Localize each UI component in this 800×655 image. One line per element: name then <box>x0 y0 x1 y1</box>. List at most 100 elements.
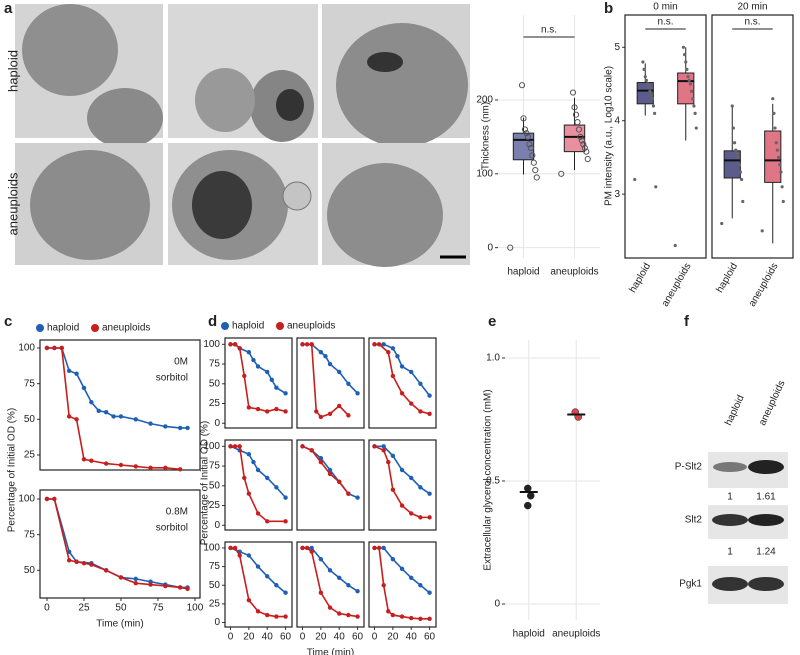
data-point <box>427 411 432 416</box>
data-point <box>177 467 183 472</box>
data-point <box>309 549 314 554</box>
data-point <box>242 475 247 481</box>
data-point <box>228 342 233 347</box>
data-point <box>274 385 279 390</box>
row-label: haploid <box>5 50 20 92</box>
data-point <box>346 583 351 588</box>
data-point <box>163 465 168 471</box>
lane-label: aneuploids <box>757 379 787 427</box>
data-point <box>304 545 310 551</box>
legend-label: aneuploids <box>287 321 335 332</box>
data-point <box>581 144 588 152</box>
data-point <box>418 409 423 414</box>
data-point <box>274 406 279 412</box>
significance: n.s. <box>744 17 760 28</box>
data-point <box>771 97 775 101</box>
data-point <box>323 353 328 359</box>
data-point <box>255 609 261 614</box>
band <box>712 514 748 526</box>
panel-label: f <box>684 313 690 330</box>
panel-label: e <box>488 313 496 330</box>
y-tick-label: 4 <box>614 115 620 126</box>
data-point <box>427 393 432 398</box>
data-point <box>327 471 333 477</box>
data-point <box>372 444 377 449</box>
data-point <box>283 614 288 619</box>
data-point <box>775 148 780 152</box>
legend-label: haploid <box>232 321 264 332</box>
data-point <box>103 568 109 573</box>
data-point <box>386 609 391 614</box>
data-point <box>246 597 252 603</box>
data-point <box>133 580 138 586</box>
data-point <box>274 485 279 490</box>
data-point <box>643 75 647 79</box>
y-tick-label: 100 <box>203 543 220 554</box>
data-point <box>399 364 405 369</box>
data-point <box>337 611 342 616</box>
data-point <box>327 411 333 416</box>
micrographs: haploid aneuploids <box>5 4 470 267</box>
data-point <box>246 452 252 457</box>
data-point <box>381 545 386 551</box>
data-point <box>81 457 87 462</box>
data-point <box>163 424 168 429</box>
annotation: 0.8M <box>166 507 188 518</box>
data-point <box>265 475 270 481</box>
data-point <box>355 589 360 594</box>
data-point <box>741 199 745 204</box>
x-tick-label: 20 <box>387 632 399 643</box>
y-tick-label: 100 <box>476 168 493 179</box>
data-point <box>399 566 405 572</box>
data-point <box>246 553 252 558</box>
bud <box>282 181 312 211</box>
series-line <box>374 343 430 415</box>
y-tick-label: 0 <box>214 418 220 429</box>
panel-label: c <box>4 313 12 330</box>
data-point <box>418 485 423 490</box>
data-point <box>774 141 778 145</box>
data-point <box>103 461 109 466</box>
data-point <box>96 408 101 413</box>
data-point <box>283 590 288 595</box>
data-point <box>232 545 238 551</box>
data-point <box>232 444 238 449</box>
data-point <box>399 391 405 396</box>
y-tick-label: 50 <box>209 480 221 491</box>
western-blot: haploid aneuploids P-Slt2 Slt2 Pgk1 1 1.… <box>675 379 788 604</box>
data-point <box>520 115 527 122</box>
data-point <box>346 612 351 618</box>
quantification: 1.61 <box>756 492 776 503</box>
row-label: aneuploids <box>5 172 20 235</box>
data-point <box>111 414 116 419</box>
y-axis-label: Percentage of Initial OD (%) <box>200 421 211 546</box>
cell <box>336 23 468 147</box>
data-point <box>427 616 432 621</box>
data-point <box>246 405 252 410</box>
data-point <box>327 605 333 610</box>
data-point <box>148 465 153 471</box>
data-point <box>265 519 270 524</box>
data-point <box>66 368 72 374</box>
y-tick-label: 75 <box>24 378 36 389</box>
data-point <box>246 350 252 355</box>
data-point <box>346 491 351 496</box>
data-point <box>580 141 587 148</box>
x-axis-label: Time (min) <box>96 619 143 630</box>
data-point <box>390 373 396 379</box>
data-point <box>527 144 534 152</box>
data-point <box>390 453 396 458</box>
data-point <box>185 425 190 431</box>
y-tick-label: 0 <box>494 599 500 610</box>
data-point <box>255 406 261 412</box>
data-point <box>390 346 396 351</box>
plot-frame <box>296 541 365 628</box>
data-point <box>237 444 242 449</box>
plot-frame <box>224 541 293 628</box>
plot-frame <box>224 337 293 429</box>
data-point <box>780 185 784 189</box>
plot-frame <box>368 439 437 531</box>
data-point <box>777 155 781 160</box>
cell <box>30 150 150 260</box>
data-point <box>649 93 653 97</box>
